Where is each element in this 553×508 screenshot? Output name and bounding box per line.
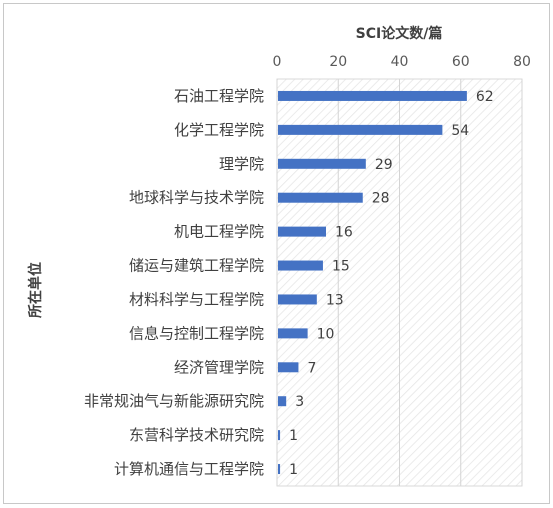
x-tick-label: 40	[391, 54, 409, 70]
category-label: 机电工程学院	[174, 223, 264, 241]
category-label: 信息与控制工程学院	[129, 324, 264, 342]
data-label: 28	[372, 191, 390, 207]
bar	[278, 158, 366, 169]
bar	[278, 464, 281, 475]
bars	[278, 90, 467, 475]
data-label: 7	[307, 360, 316, 376]
bar	[278, 362, 299, 373]
bar	[278, 124, 443, 135]
category-label: 东营科学技术研究院	[129, 426, 264, 444]
data-label: 10	[317, 326, 335, 342]
data-label: 3	[295, 394, 304, 410]
x-tick-label: 60	[452, 54, 470, 70]
x-axis-ticks: 0 20 40 60 80	[273, 54, 531, 70]
data-label: 15	[332, 259, 350, 275]
bar	[278, 430, 281, 441]
bar	[278, 260, 323, 271]
category-label: 地球科学与技术学院	[129, 189, 264, 207]
category-label: 经济管理学院	[174, 358, 264, 376]
category-label: 非常规油气与新能源研究院	[84, 392, 264, 410]
y-axis-categories: 石油工程学院化学工程学院理学院地球科学与技术学院机电工程学院储运与建筑工程学院材…	[84, 87, 264, 478]
category-label: 材料科学与工程学院	[129, 290, 264, 308]
x-tick-label: 80	[513, 54, 531, 70]
category-label: 石油工程学院	[174, 87, 264, 105]
y-axis-title: 所在单位	[27, 262, 44, 318]
bar	[278, 192, 363, 203]
category-label: 理学院	[219, 155, 264, 173]
data-label: 13	[326, 292, 344, 308]
data-label: 54	[451, 123, 469, 139]
category-label: 化学工程学院	[174, 121, 264, 139]
data-label: 1	[289, 462, 298, 478]
bar	[278, 226, 326, 237]
bar	[278, 396, 287, 407]
bar	[278, 294, 317, 305]
category-label: 计算机通信与工程学院	[114, 460, 264, 478]
data-labels: 62 54 29 28 16 15 13 10 7 3 1 1	[289, 89, 494, 478]
gridlines	[276, 79, 523, 486]
bar	[278, 90, 467, 101]
data-label: 16	[335, 225, 353, 241]
data-label: 62	[476, 89, 494, 105]
data-label: 1	[289, 428, 298, 444]
x-tick-label: 20	[329, 54, 347, 70]
data-label: 29	[375, 157, 393, 173]
x-tick-label: 0	[273, 54, 282, 70]
x-axis-title: SCI论文数/篇	[356, 25, 443, 42]
category-label: 储运与建筑工程学院	[129, 257, 264, 275]
bar	[278, 328, 308, 339]
